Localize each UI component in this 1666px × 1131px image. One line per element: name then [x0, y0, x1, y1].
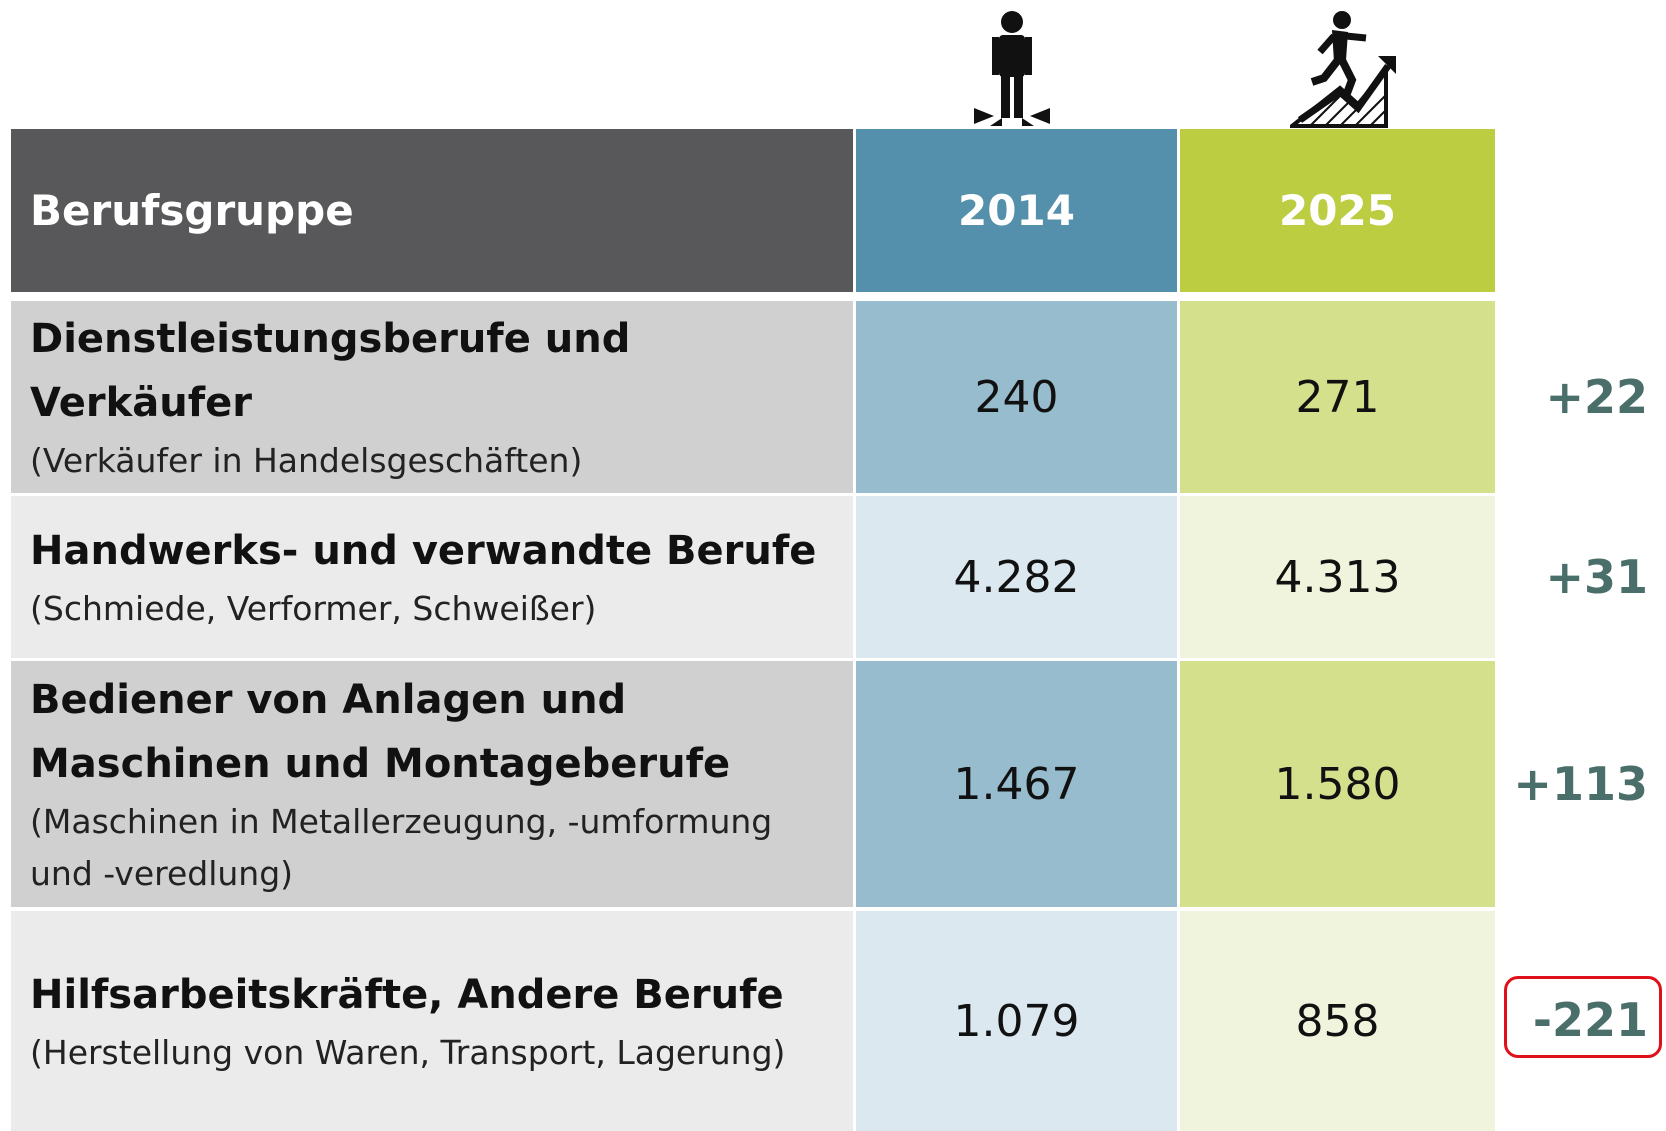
header-text: Berufsgruppe [30, 186, 354, 235]
change-value: +31 [1545, 550, 1648, 604]
category-title: Maschinen und Montageberufe [30, 741, 731, 787]
change-value: +22 [1545, 370, 1648, 424]
category-subtitle: (Schmiede, Verformer, Schweißer) [30, 589, 597, 628]
category-title: Handwerks- und verwandte Berufe [30, 528, 817, 574]
category-cell: Dienstleistungsberufe und Verkäufer (Verkä… [11, 301, 853, 493]
category-title: Bediener von Anlagen und [30, 677, 627, 723]
change-value: +113 [1513, 757, 1648, 811]
value-cell: 1.580 [1180, 661, 1495, 907]
value-cell: 240 [856, 301, 1177, 493]
category-subtitle: (Maschinen in Metallerzeugung, -umformun… [30, 802, 773, 841]
category-subtitle: und -veredlung) [30, 854, 294, 893]
header-text: 2014 [958, 186, 1075, 235]
value-cell: 4.313 [1180, 496, 1495, 658]
value-cell: 1.079 [856, 911, 1177, 1131]
category-title: Dienstleistungsberufe und [30, 316, 631, 362]
header-cell: Berufsgruppe [11, 129, 853, 292]
value-cell: 271 [1180, 301, 1495, 493]
category-cell: Bediener von Anlagen und Maschinen und Mo… [11, 661, 853, 907]
highlight-box [1504, 976, 1662, 1058]
value-cell: 4.282 [856, 496, 1177, 658]
header-cell: 2025 [1180, 129, 1495, 292]
category-cell: Handwerks- und verwandte Berufe (Schmiede… [11, 496, 853, 658]
value-text: 271 [1295, 371, 1380, 423]
value-cell: 1.467 [856, 661, 1177, 907]
header-text: 2025 [1279, 186, 1396, 235]
value-text: 240 [974, 371, 1059, 423]
value-cell: 858 [1180, 911, 1495, 1131]
category-subtitle: (Verkäufer in Handelsgeschäften) [30, 441, 583, 480]
header-cell: 2014 [856, 129, 1177, 292]
change-value: -221 [1532, 993, 1648, 1047]
category-cell: Hilfsarbeitskräfte, Andere Berufe (Herste… [11, 911, 853, 1131]
running-person-icon [1290, 11, 1396, 128]
value-text: 1.079 [953, 995, 1080, 1047]
category-subtitle: (Herstellung von Waren, Transport, Lager… [30, 1033, 786, 1072]
value-text: 1.580 [1274, 758, 1401, 810]
value-text: 4.282 [953, 551, 1080, 603]
value-text: 1.467 [953, 758, 1080, 810]
category-title: Verkäufer [30, 380, 252, 426]
value-text: 858 [1295, 995, 1380, 1047]
value-text: 4.313 [1274, 551, 1401, 603]
standing-person-icon [974, 11, 1050, 126]
category-title: Hilfsarbeitskräfte, Andere Berufe [30, 972, 784, 1018]
